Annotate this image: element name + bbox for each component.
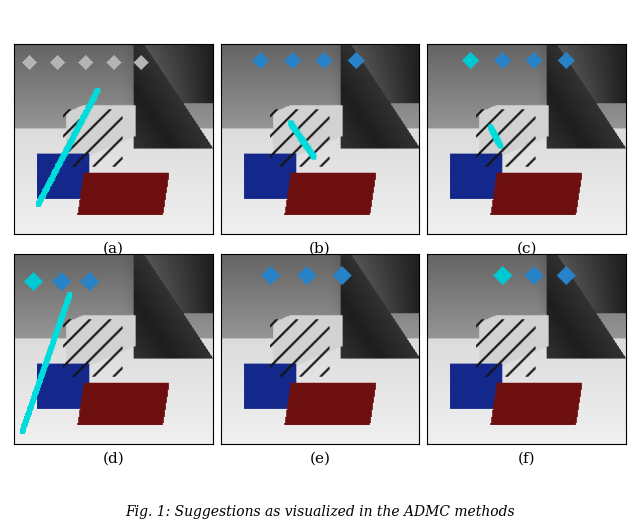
Text: (b): (b) (309, 241, 331, 255)
Text: (e): (e) (310, 451, 330, 466)
Text: (a): (a) (103, 241, 124, 255)
Text: (d): (d) (102, 451, 124, 466)
Text: Fig. 1: Suggestions as visualized in the ADMC methods: Fig. 1: Suggestions as visualized in the… (125, 506, 515, 519)
Text: (c): (c) (516, 241, 537, 255)
Text: (f): (f) (518, 451, 535, 466)
